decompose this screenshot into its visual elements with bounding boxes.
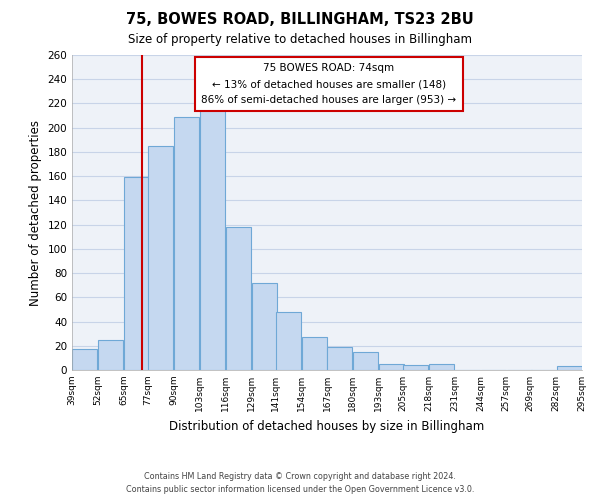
Bar [379, 364, 404, 370]
Text: Contains HM Land Registry data © Crown copyright and database right 2024.
Contai: Contains HM Land Registry data © Crown c… [126, 472, 474, 494]
Bar [276, 312, 301, 370]
Bar [200, 110, 225, 370]
Bar [302, 338, 326, 370]
Bar [557, 366, 581, 370]
Bar [403, 365, 428, 370]
Text: 75, BOWES ROAD, BILLINGHAM, TS23 2BU: 75, BOWES ROAD, BILLINGHAM, TS23 2BU [126, 12, 474, 28]
Bar [148, 146, 173, 370]
Text: Size of property relative to detached houses in Billingham: Size of property relative to detached ho… [128, 32, 472, 46]
Bar [124, 178, 149, 370]
Bar [328, 347, 352, 370]
Bar [73, 350, 97, 370]
Text: 75 BOWES ROAD: 74sqm
← 13% of detached houses are smaller (148)
86% of semi-deta: 75 BOWES ROAD: 74sqm ← 13% of detached h… [202, 64, 457, 104]
Y-axis label: Number of detached properties: Number of detached properties [29, 120, 42, 306]
Bar [98, 340, 123, 370]
Bar [252, 283, 277, 370]
X-axis label: Distribution of detached houses by size in Billingham: Distribution of detached houses by size … [169, 420, 485, 432]
Bar [429, 364, 454, 370]
Bar [353, 352, 378, 370]
Bar [226, 227, 251, 370]
Bar [174, 117, 199, 370]
